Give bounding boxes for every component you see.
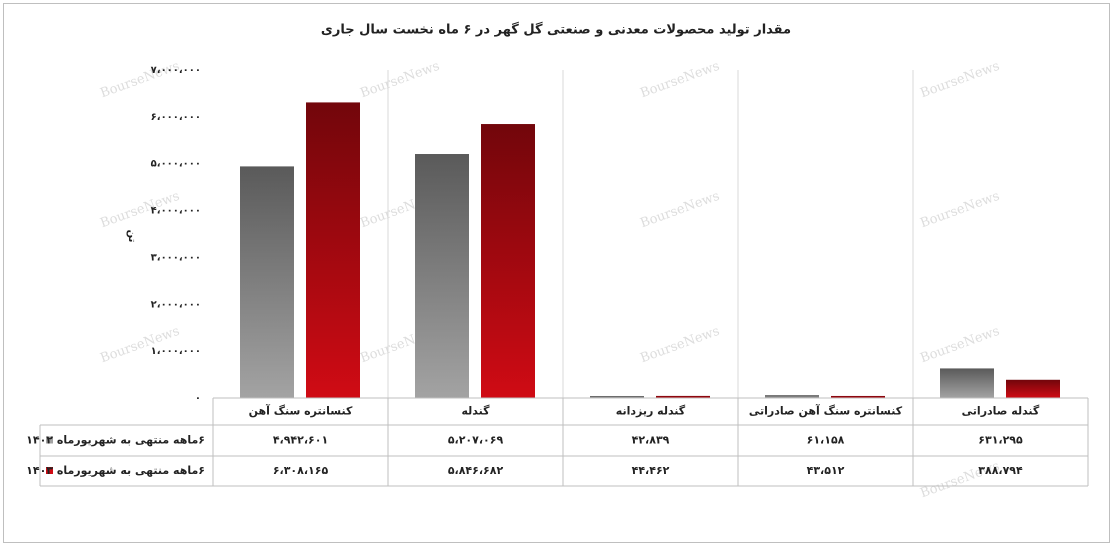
legend-label: ۶ماهه منتهی به شهریورماه ۱۴۰۳ — [26, 464, 205, 477]
x-tick-label: کنسانتره سنگ آهن — [249, 404, 353, 418]
chart-title: مقدار تولید محصولات معدنی و صنعتی گل گهر… — [321, 22, 791, 38]
y-tick-label: ۷،۰۰۰،۰۰۰ — [151, 65, 201, 76]
table-value: ۶۳۱،۲۹۵ — [978, 434, 1023, 447]
y-tick-label: ۶،۰۰۰،۰۰۰ — [151, 112, 201, 123]
y-tick-label: ۳،۰۰۰،۰۰۰ — [151, 252, 201, 263]
bar — [590, 395, 644, 398]
x-tick-label: گندله — [461, 405, 490, 418]
chart-frame — [3, 3, 1110, 543]
y-tick-label: ۴،۰۰۰،۰۰۰ — [151, 206, 201, 217]
y-tick-label: ۰ — [195, 393, 201, 404]
x-tick-label: کنسانتره سنگ آهن صادراتی — [749, 404, 903, 418]
bar — [656, 395, 710, 398]
table-value: ۴۳،۵۱۲ — [807, 464, 845, 477]
legend-label: ۶ماهه منتهی به شهریورماه ۱۴۰۲ — [26, 434, 205, 447]
bar — [481, 124, 535, 398]
table-value: ۵،۲۰۷،۰۶۹ — [448, 434, 504, 447]
y-tick-label: ۱،۰۰۰،۰۰۰ — [151, 346, 201, 357]
table-value: ۶،۳۰۸،۱۶۵ — [273, 464, 329, 477]
y-axis-label: تن — [126, 230, 137, 243]
bar — [765, 395, 819, 398]
legend-swatch — [46, 436, 53, 444]
bar — [831, 395, 885, 398]
table-value: ۴۲،۸۳۹ — [632, 434, 670, 447]
table-value: ۴۴،۴۶۲ — [632, 464, 670, 477]
x-tick-label: گندله ریزدانه — [616, 405, 686, 418]
table-value: ۳۸۸،۷۹۴ — [978, 464, 1023, 477]
x-tick-label: گندله صادراتی — [962, 405, 1040, 418]
table-value: ۵،۸۴۶،۶۸۲ — [448, 464, 504, 477]
bar — [1006, 379, 1060, 398]
bar — [940, 368, 994, 398]
y-tick-label: ۲،۰۰۰،۰۰۰ — [151, 299, 201, 310]
bar — [415, 154, 469, 398]
bar — [240, 166, 294, 398]
table-value: ۶۱،۱۵۸ — [807, 434, 845, 447]
y-tick-label: ۵،۰۰۰،۰۰۰ — [151, 159, 201, 170]
bar — [306, 102, 360, 398]
table-value: ۴،۹۴۲،۶۰۱ — [273, 434, 328, 447]
legend-swatch — [46, 467, 53, 474]
